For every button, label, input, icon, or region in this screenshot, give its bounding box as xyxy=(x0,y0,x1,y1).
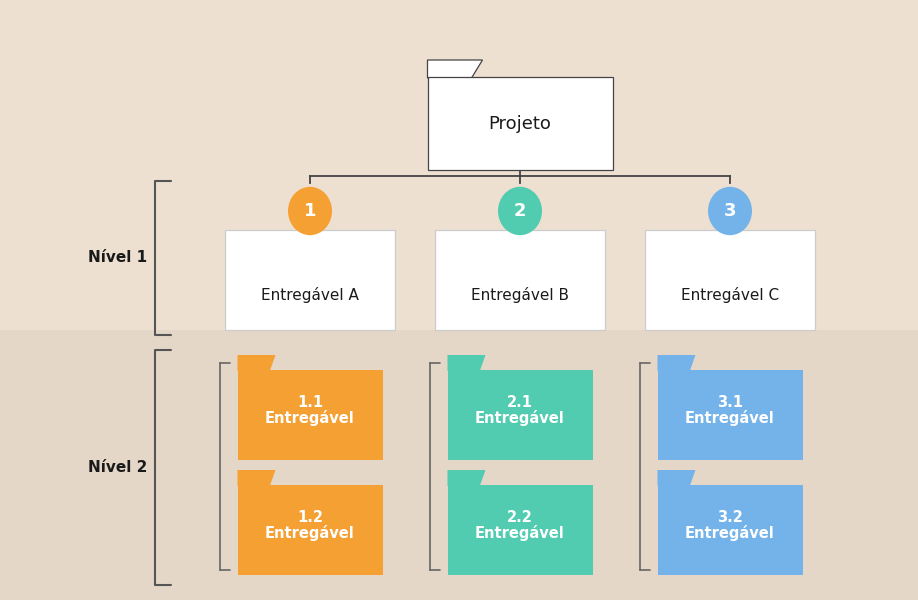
Ellipse shape xyxy=(288,187,332,235)
Text: 3: 3 xyxy=(723,202,736,220)
Polygon shape xyxy=(428,60,483,78)
Polygon shape xyxy=(657,470,696,486)
Text: Entregável: Entregável xyxy=(476,526,565,541)
Bar xyxy=(447,485,592,575)
Text: 2.2: 2.2 xyxy=(507,510,533,525)
Bar xyxy=(428,77,612,170)
Polygon shape xyxy=(447,355,486,371)
Bar xyxy=(0,330,918,600)
Text: Entregável: Entregável xyxy=(685,410,775,427)
Text: 2.1: 2.1 xyxy=(507,395,533,410)
Text: 1.1: 1.1 xyxy=(297,395,323,410)
Text: Entregável B: Entregável B xyxy=(471,287,569,303)
Polygon shape xyxy=(657,355,696,371)
Text: Nível 2: Nível 2 xyxy=(87,460,147,475)
Text: Nível 1: Nível 1 xyxy=(88,251,147,265)
Text: Entregável: Entregável xyxy=(685,526,775,541)
Bar xyxy=(238,370,383,460)
Bar xyxy=(225,230,395,330)
Text: Entregável C: Entregável C xyxy=(681,287,779,303)
Polygon shape xyxy=(238,470,275,486)
Text: Entregável: Entregável xyxy=(476,410,565,427)
Text: Projeto: Projeto xyxy=(488,115,552,133)
Text: 2: 2 xyxy=(514,202,526,220)
Text: Entregável: Entregável xyxy=(265,526,355,541)
Bar xyxy=(657,370,802,460)
Text: 1: 1 xyxy=(304,202,316,220)
Bar xyxy=(447,370,592,460)
Ellipse shape xyxy=(708,187,752,235)
Bar xyxy=(238,485,383,575)
Bar xyxy=(435,230,605,330)
Text: 3.1: 3.1 xyxy=(717,395,743,410)
Text: 3.2: 3.2 xyxy=(717,510,743,525)
Text: Entregável A: Entregável A xyxy=(261,287,359,303)
Text: 1.2: 1.2 xyxy=(297,510,323,525)
Polygon shape xyxy=(447,470,486,486)
Text: Entregável: Entregável xyxy=(265,410,355,427)
Bar xyxy=(657,485,802,575)
Bar xyxy=(645,230,815,330)
Ellipse shape xyxy=(498,187,542,235)
Polygon shape xyxy=(238,355,275,371)
